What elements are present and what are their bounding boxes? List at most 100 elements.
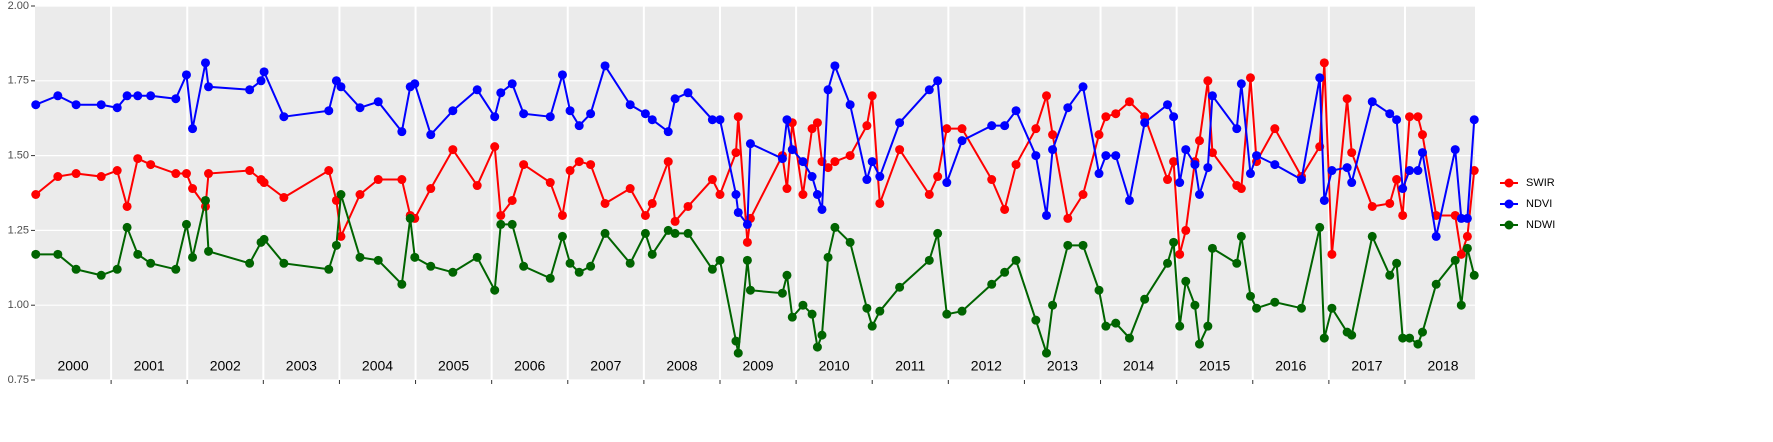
y-tick-label: 1.50: [8, 150, 29, 162]
year-label: 2018: [1427, 358, 1458, 374]
year-label: 2000: [57, 358, 88, 374]
point: [1163, 100, 1173, 110]
point: [1385, 270, 1395, 280]
point: [1456, 300, 1466, 310]
point: [586, 160, 596, 170]
point: [1203, 76, 1213, 86]
point: [1111, 151, 1121, 161]
point: [867, 321, 877, 331]
point: [733, 112, 743, 122]
point: [1011, 160, 1021, 170]
point: [1175, 249, 1185, 259]
point: [957, 124, 967, 134]
point: [188, 184, 198, 194]
point: [715, 115, 725, 125]
point: [1181, 145, 1191, 155]
point: [924, 255, 934, 265]
point: [1327, 249, 1337, 259]
point: [1236, 184, 1246, 194]
point: [245, 166, 255, 176]
point: [410, 79, 420, 89]
point: [336, 231, 346, 241]
year-label: 2017: [1351, 358, 1382, 374]
point: [1405, 112, 1415, 122]
point: [924, 189, 934, 199]
point: [1431, 231, 1441, 241]
point: [1417, 327, 1427, 337]
year-label: 2013: [1047, 358, 1078, 374]
point: [1405, 333, 1415, 343]
point: [663, 127, 673, 137]
point: [1031, 124, 1041, 134]
point: [1398, 210, 1408, 220]
point: [574, 267, 584, 277]
point: [204, 246, 214, 256]
point: [448, 145, 458, 155]
point: [1048, 300, 1058, 310]
point: [600, 61, 610, 71]
point: [245, 85, 255, 95]
point: [1011, 255, 1021, 265]
point: [1413, 166, 1423, 176]
point: [823, 252, 833, 262]
point: [1347, 178, 1357, 188]
point: [448, 267, 458, 277]
point: [933, 76, 943, 86]
legend-key: [1504, 199, 1514, 209]
point: [1124, 333, 1134, 343]
point: [1245, 169, 1255, 179]
point: [355, 252, 365, 262]
point: [715, 189, 725, 199]
point: [731, 148, 741, 158]
point: [1469, 166, 1479, 176]
point: [1031, 151, 1041, 161]
point: [1398, 184, 1408, 194]
point: [1270, 124, 1280, 134]
point: [490, 142, 500, 152]
year-label: 2006: [514, 358, 545, 374]
y-tick-label: 0.75: [8, 374, 29, 386]
point: [1190, 300, 1200, 310]
point: [745, 285, 755, 295]
point: [1450, 145, 1460, 155]
point: [807, 309, 817, 319]
point: [670, 228, 680, 238]
point: [683, 88, 693, 98]
point: [507, 219, 517, 229]
point: [1270, 160, 1280, 170]
point: [1315, 73, 1325, 83]
point: [426, 261, 436, 271]
point: [987, 175, 997, 185]
point: [683, 228, 693, 238]
point: [1207, 148, 1217, 158]
point: [782, 115, 792, 125]
point: [112, 103, 122, 113]
point: [279, 192, 289, 202]
point: [1048, 145, 1058, 155]
point: [426, 184, 436, 194]
point: [1405, 166, 1415, 176]
point: [122, 201, 132, 211]
point: [171, 169, 181, 179]
point: [1140, 118, 1150, 128]
point: [1296, 175, 1306, 185]
point: [171, 94, 181, 104]
point: [942, 178, 952, 188]
point: [798, 189, 808, 199]
point: [545, 178, 555, 188]
point: [742, 237, 752, 247]
point: [256, 76, 266, 86]
point: [942, 309, 952, 319]
point: [782, 270, 792, 280]
point: [1319, 333, 1329, 343]
legend-label: NDWI: [1526, 219, 1555, 231]
point: [122, 91, 132, 101]
point: [777, 154, 787, 164]
point: [812, 118, 822, 128]
point: [867, 157, 877, 167]
legend-label: SWIR: [1526, 177, 1555, 189]
year-label: 2009: [742, 358, 773, 374]
point: [867, 91, 877, 101]
point: [112, 166, 122, 176]
